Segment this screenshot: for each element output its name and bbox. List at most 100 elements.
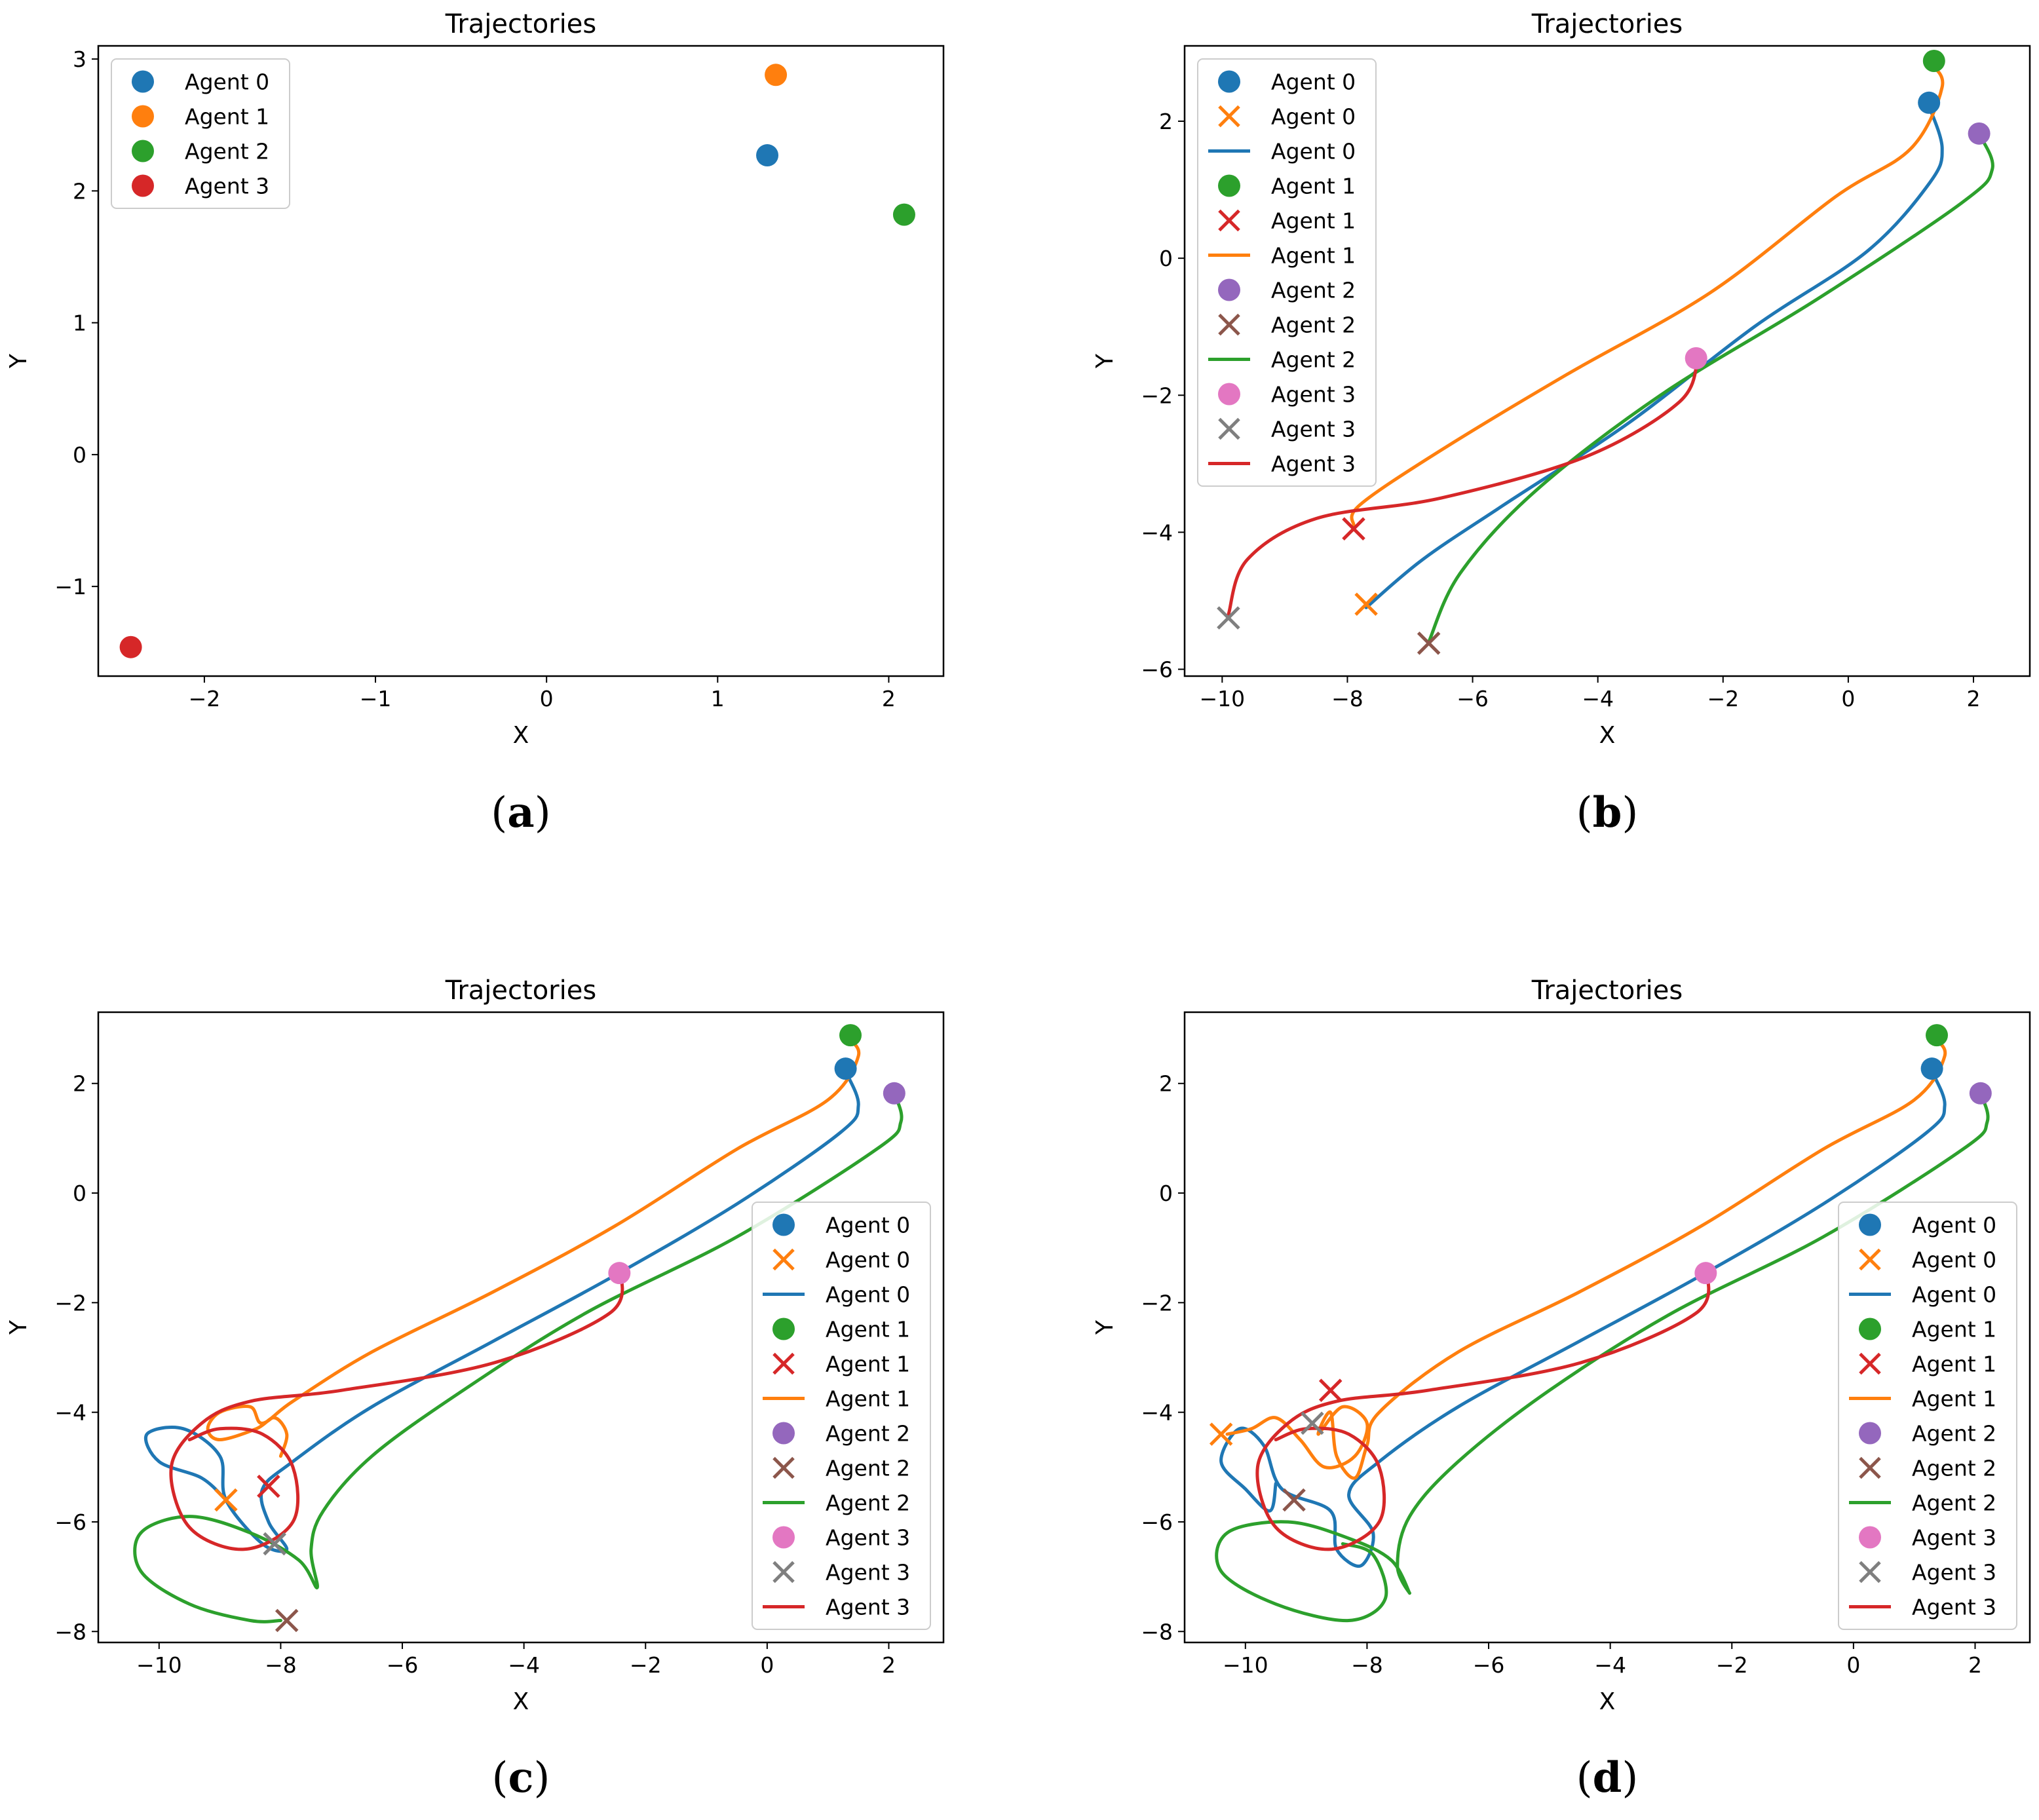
start-marker bbox=[839, 1024, 862, 1047]
end-marker bbox=[1217, 606, 1240, 630]
panel-title: Trajectories bbox=[445, 9, 596, 39]
legend-label: Agent 1 bbox=[826, 1352, 910, 1377]
caption-paren-close: ) bbox=[1622, 789, 1638, 837]
legend-entry: Agent 3 bbox=[763, 1595, 910, 1620]
legend-entry: Agent 2 bbox=[1859, 1421, 1996, 1447]
plot-area bbox=[1209, 1024, 1992, 1623]
trajectory-line-agent-2 bbox=[1215, 1093, 1990, 1623]
end-marker bbox=[1354, 592, 1378, 616]
legend-dot-marker bbox=[132, 70, 154, 93]
legend-label: Agent 1 bbox=[1912, 1352, 1996, 1377]
y-tick-label: −8 bbox=[1141, 1619, 1173, 1644]
legend-entry: Agent 2 bbox=[1218, 278, 1356, 303]
legend-cross-marker-stroke-2 bbox=[1218, 209, 1240, 232]
legend-label: Agent 2 bbox=[1271, 313, 1356, 338]
end-marker bbox=[214, 1488, 238, 1512]
trajectory-line-agent-0 bbox=[1364, 105, 1944, 609]
y-tick-label: 0 bbox=[73, 442, 86, 468]
x-tick-label: −8 bbox=[265, 1652, 297, 1678]
legend-entry: Agent 3 bbox=[1859, 1525, 1996, 1551]
legend-box bbox=[1197, 58, 1377, 487]
x-axis-label: X bbox=[513, 1688, 529, 1715]
legend-label: Agent 3 bbox=[1271, 382, 1356, 408]
legend-label: Agent 3 bbox=[1271, 451, 1356, 477]
start-marker bbox=[1922, 50, 1945, 73]
plot-area bbox=[1217, 50, 1994, 655]
caption-letter: c bbox=[508, 1753, 534, 1802]
start-marker bbox=[1685, 347, 1707, 370]
legend-dot-marker bbox=[1218, 174, 1240, 197]
end-marker bbox=[1318, 1378, 1343, 1402]
y-tick-label: 0 bbox=[73, 1181, 86, 1206]
legend-label: Agent 3 bbox=[826, 1560, 910, 1585]
x-tick-label: −8 bbox=[1331, 686, 1363, 711]
legend-cross-marker-stroke-2 bbox=[1859, 1248, 1881, 1271]
x-tick-label: 0 bbox=[1841, 686, 1855, 711]
legend-label: Agent 2 bbox=[185, 139, 269, 164]
legend-entry: Agent 0 bbox=[132, 69, 269, 95]
end-marker bbox=[1417, 632, 1441, 655]
legend: Agent 0 Agent 0 Agent 0 Agent 1 Agent 1 Agent… bbox=[1838, 1202, 2017, 1630]
x-tick-label: −1 bbox=[360, 686, 392, 711]
x-axis-label: X bbox=[1599, 722, 1616, 749]
trajectory-line-agent-1 bbox=[1225, 1035, 1947, 1480]
legend-label: Agent 0 bbox=[1271, 139, 1356, 164]
legend-dot-marker bbox=[772, 1318, 795, 1340]
panel-b: Trajectories −10 −8 −6 −4 −2 0 2 −6 −4 −2 0 2 X Y Agent… bbox=[1092, 9, 2031, 837]
y-tick-label: −2 bbox=[1141, 383, 1173, 408]
trajectory-line-agent-3 bbox=[1255, 1270, 1711, 1551]
legend-cross-marker bbox=[1218, 105, 1240, 128]
caption-letter: a bbox=[507, 788, 534, 837]
legend-box bbox=[1838, 1202, 2017, 1630]
y-tick-label: −4 bbox=[1141, 520, 1173, 545]
legend-cross-marker bbox=[1859, 1352, 1881, 1375]
start-marker bbox=[1926, 1024, 1949, 1047]
legend-label: Agent 2 bbox=[1912, 1456, 1996, 1481]
legend-entry: Agent 2 bbox=[1208, 347, 1356, 373]
end-marker-stroke-2 bbox=[1318, 1378, 1343, 1402]
end-marker-stroke-2 bbox=[1217, 606, 1240, 630]
caption-paren-open: ( bbox=[1576, 789, 1593, 837]
legend-entry: Agent 3 bbox=[1859, 1560, 1996, 1585]
y-tick-label: 1 bbox=[73, 311, 86, 336]
caption-paren-open: ( bbox=[491, 789, 507, 837]
y-tick-label: −6 bbox=[1141, 1509, 1173, 1535]
legend-cross-marker bbox=[772, 1248, 795, 1271]
x-tick-label: −4 bbox=[1582, 686, 1614, 711]
x-tick-label: 2 bbox=[1968, 1652, 1982, 1678]
legend-label: Agent 2 bbox=[1271, 278, 1356, 303]
legend-label: Agent 0 bbox=[1912, 1247, 1996, 1273]
legend-dot-marker bbox=[1218, 70, 1240, 93]
legend-label: Agent 3 bbox=[185, 174, 269, 199]
caption-paren-close: ) bbox=[533, 1754, 550, 1802]
legend-label: Agent 2 bbox=[826, 1421, 910, 1447]
legend-cross-marker-stroke-2 bbox=[1859, 1561, 1881, 1583]
axes-frame bbox=[1183, 45, 2031, 677]
legend-label: Agent 2 bbox=[1912, 1490, 1996, 1516]
legend-entry: Agent 1 bbox=[763, 1386, 910, 1412]
legend-label: Agent 0 bbox=[1912, 1282, 1996, 1308]
axes-frame bbox=[97, 45, 945, 677]
legend-cross-marker-stroke-2 bbox=[1218, 313, 1240, 336]
legend-entry: Agent 3 bbox=[1218, 382, 1356, 408]
legend-dot-marker bbox=[772, 1526, 795, 1549]
y-tick-label: −6 bbox=[54, 1509, 86, 1535]
end-marker bbox=[1209, 1422, 1233, 1446]
legend-entry: Agent 3 bbox=[772, 1560, 910, 1585]
y-axis-label: Y bbox=[5, 353, 32, 369]
legend-label: Agent 3 bbox=[826, 1595, 910, 1620]
legend-entry: Agent 3 bbox=[772, 1525, 910, 1551]
legend-label: Agent 3 bbox=[1912, 1560, 1996, 1585]
start-marker bbox=[892, 203, 915, 226]
panel-d: Trajectories −10 −8 −6 −4 −2 0 2 −8 −6 −4 −2 0 2 X Y Age… bbox=[1092, 976, 2031, 1802]
x-tick-label: −10 bbox=[136, 1652, 182, 1678]
y-tick-label: −8 bbox=[54, 1619, 86, 1644]
y-tick-label: −6 bbox=[1141, 657, 1173, 683]
legend-label: Agent 0 bbox=[826, 1213, 910, 1238]
trajectory-line-agent-0 bbox=[1219, 1071, 1947, 1568]
x-tick-label: −10 bbox=[1223, 1652, 1268, 1678]
panel-caption: (b) bbox=[1576, 788, 1639, 837]
x-tick-label: 1 bbox=[711, 686, 725, 711]
x-tick-label: 2 bbox=[1967, 686, 1981, 711]
legend-cross-marker-stroke-2 bbox=[772, 1352, 795, 1375]
